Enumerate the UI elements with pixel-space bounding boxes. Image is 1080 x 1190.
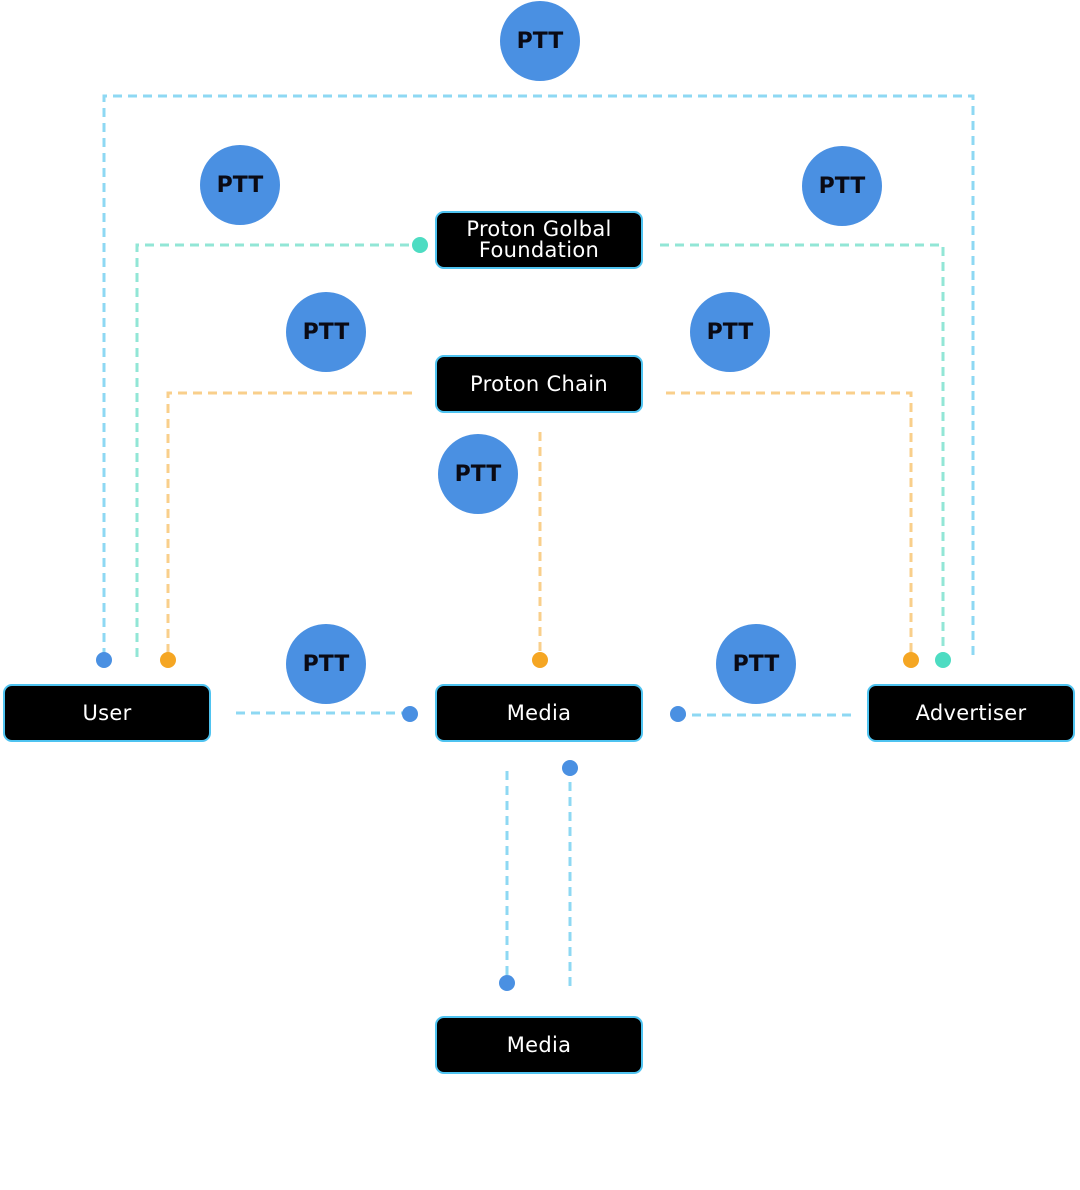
ptt-token-user-media: PTT xyxy=(286,624,366,704)
endpoint-dot-media-left xyxy=(402,706,418,722)
endpoint-dot-user-orange xyxy=(160,652,176,668)
endpoint-dot-advertiser-orange xyxy=(903,652,919,668)
connector-user-to-foundation xyxy=(135,243,414,657)
endpoint-dot-media-top-arrival xyxy=(562,760,578,776)
endpoint-dot-media-bottom-arrival xyxy=(499,975,515,991)
ptt-token-chain-media: PTT xyxy=(438,434,518,514)
connector-chain-to-advertiser xyxy=(666,391,913,655)
node-media-bottom: Media xyxy=(435,1016,643,1074)
node-advertiser: Advertiser xyxy=(867,684,1075,742)
node-proton-chain: Proton Chain xyxy=(435,355,643,413)
node-foundation-label-line1: Proton Golbal xyxy=(466,217,612,241)
endpoint-dot-foundation xyxy=(412,237,428,253)
connector-foundation-to-advertiser xyxy=(660,243,945,655)
node-proton-global-foundation: Proton Golbal Foundation xyxy=(435,211,643,269)
ptt-token-chain-left: PTT xyxy=(286,292,366,372)
ptt-token-top: PTT xyxy=(500,1,580,81)
node-media: Media xyxy=(435,684,643,742)
ptt-token-chain-right: PTT xyxy=(690,292,770,372)
endpoint-dot-user-outer xyxy=(96,652,112,668)
connector-advertiser-to-user-outer xyxy=(102,94,975,655)
node-user: User xyxy=(3,684,211,742)
endpoint-dot-media-right xyxy=(670,706,686,722)
connector-chain-to-user xyxy=(166,391,412,655)
ptt-token-foundation-right: PTT xyxy=(802,146,882,226)
endpoint-dot-media-orange xyxy=(532,652,548,668)
node-foundation-label-line2: Foundation xyxy=(478,238,600,262)
endpoint-dot-advertiser-teal xyxy=(935,652,951,668)
ptt-token-advertiser-media: PTT xyxy=(716,624,796,704)
ptt-token-foundation-left: PTT xyxy=(200,145,280,225)
